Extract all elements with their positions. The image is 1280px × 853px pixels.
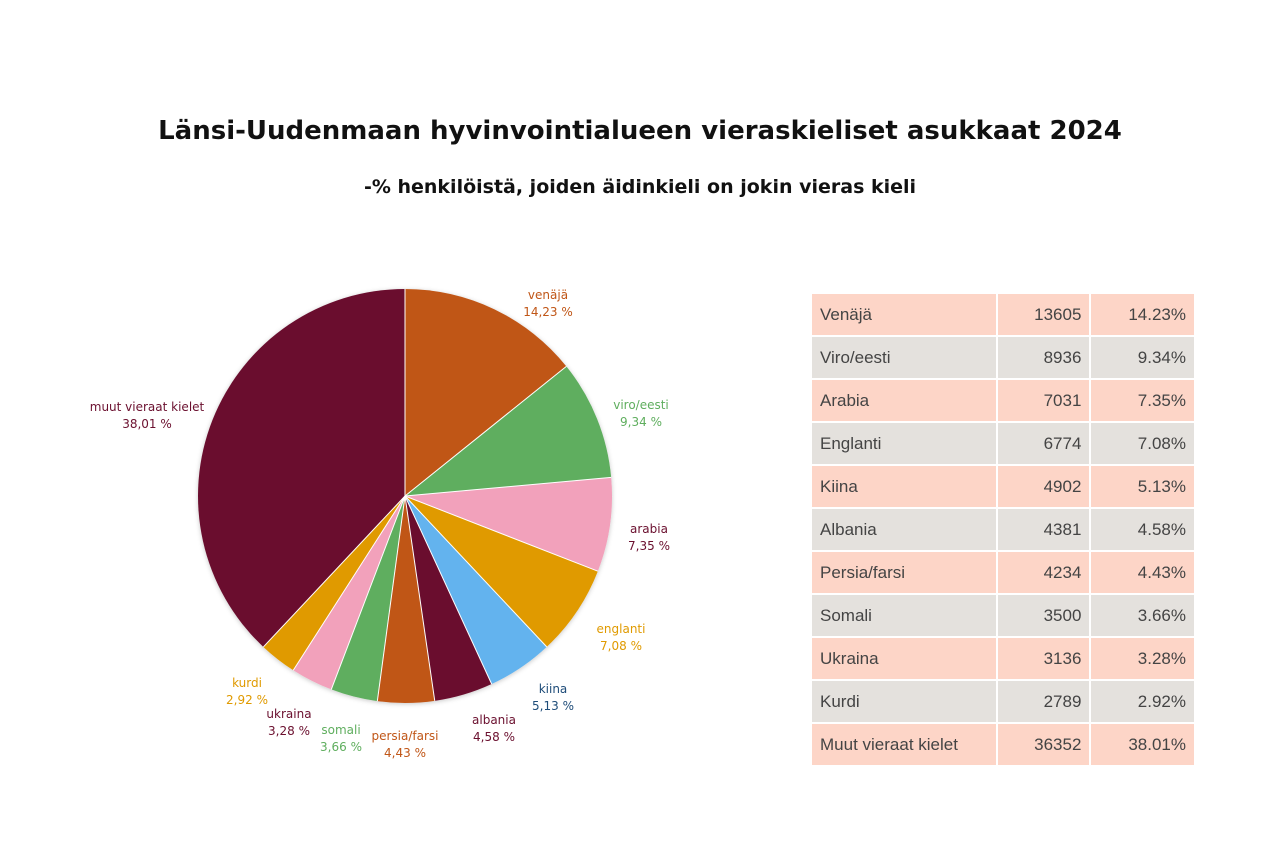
pie-slice-10 (198, 289, 405, 647)
slice-separator (404, 495, 599, 572)
language-cell: Kiina (812, 466, 998, 509)
slice-label: albania (472, 713, 516, 727)
slice-separator (404, 495, 548, 648)
percent-cell: 2.92% (1091, 681, 1194, 724)
pie-chart: venäjä 14,23 % viro/eesti 9,34 % arabia 7,35 … (90, 288, 670, 760)
slice-separator (404, 495, 493, 685)
language-cell: Persia/farsi (812, 552, 998, 595)
slice-value-label: 2,92 % (226, 693, 268, 707)
chart-title: Länsi-Uudenmaan hyvinvointialueen vieras… (158, 116, 1122, 146)
table-row: Kiina 4902 5.13% (812, 466, 1194, 509)
percent-cell: 5.13% (1091, 466, 1194, 509)
language-table: Venäjä 13605 14.23% Viro/eesti 8936 9.34% Arab… (812, 294, 1194, 767)
pie-slice-9 (263, 496, 405, 671)
count-cell: 3500 (997, 595, 1092, 638)
pie-slice-7 (331, 496, 405, 702)
language-cell: Englanti (812, 423, 998, 466)
language-cell: Viro/eesti (812, 337, 998, 380)
pie-slice-8 (293, 496, 405, 690)
count-cell: 2789 (997, 681, 1092, 724)
language-cell: Venäjä (812, 294, 998, 337)
language-cell: Muut vieraat kielet (812, 724, 998, 767)
slice-separator (262, 495, 406, 648)
table-row: Ukraina 3136 3.28% (812, 638, 1194, 681)
table-row: Muut vieraat kielet 36352 38.01% (812, 724, 1194, 767)
slice-label: arabia (630, 522, 668, 536)
slice-value-label: 7,08 % (600, 639, 642, 653)
slice-label: englanti (597, 622, 646, 636)
slice-separator (292, 495, 406, 671)
table-row: Arabia 7031 7.35% (812, 380, 1194, 423)
slice-value-label: 7,35 % (628, 539, 670, 553)
percent-cell: 9.34% (1091, 337, 1194, 380)
percent-cell: 4.43% (1091, 552, 1194, 595)
slice-label: kiina (539, 682, 568, 696)
count-cell: 3136 (997, 638, 1092, 681)
percent-cell: 38.01% (1091, 724, 1194, 767)
language-cell: Albania (812, 509, 998, 552)
percent-cell: 3.28% (1091, 638, 1194, 681)
slice-label: ukraina (266, 707, 311, 721)
slice-separator (330, 495, 406, 690)
table-row: Viro/eesti 8936 9.34% (812, 337, 1194, 380)
table-row: Albania 4381 4.58% (812, 509, 1194, 552)
language-cell: Somali (812, 595, 998, 638)
slice-separator (404, 495, 436, 701)
slice-value-label: 14,23 % (523, 305, 573, 319)
pie-slice-4 (405, 496, 547, 684)
slice-value-label: 38,01 % (122, 417, 172, 431)
slice-value-label: 3,66 % (320, 740, 362, 754)
pie-slice-6 (377, 496, 435, 703)
slice-separator (376, 495, 406, 702)
language-cell: Kurdi (812, 681, 998, 724)
slice-value-label: 4,58 % (473, 730, 515, 744)
slice-label: persia/farsi (371, 729, 438, 743)
count-cell: 6774 (997, 423, 1092, 466)
count-cell: 7031 (997, 380, 1092, 423)
pie-slices (198, 289, 612, 703)
percent-cell: 7.35% (1091, 380, 1194, 423)
slice-label: venäjä (528, 288, 568, 302)
count-cell: 4234 (997, 552, 1092, 595)
table-row: Persia/farsi 4234 4.43% (812, 552, 1194, 595)
table-row: Venäjä 13605 14.23% (812, 294, 1194, 337)
slice-value-label: 3,28 % (268, 724, 310, 738)
table-row: Somali 3500 3.66% (812, 595, 1194, 638)
slice-separator (404, 476, 612, 497)
table-row: Kurdi 2789 2.92% (812, 681, 1194, 724)
percent-cell: 14.23% (1091, 294, 1194, 337)
slice-value-label: 5,13 % (532, 699, 574, 713)
slice-label: somali (321, 723, 360, 737)
slice-value-label: 4,43 % (384, 746, 426, 760)
pie-slice-0 (405, 289, 567, 496)
chart-subtitle: -% henkilöistä, joiden äidinkieli on jok… (363, 176, 917, 198)
count-cell: 13605 (997, 294, 1092, 337)
pie-slice-5 (405, 496, 492, 701)
slice-label: kurdi (232, 676, 262, 690)
count-cell: 8936 (997, 337, 1092, 380)
percent-cell: 7.08% (1091, 423, 1194, 466)
pie-slice-1 (405, 366, 612, 496)
slice-label: viro/eesti (613, 398, 669, 412)
pie-slice-2 (405, 477, 612, 572)
language-cell: Arabia (812, 380, 998, 423)
language-cell: Ukraina (812, 638, 998, 681)
slice-separator (404, 365, 567, 497)
slice-value-label: 9,34 % (620, 415, 662, 429)
count-cell: 4902 (997, 466, 1092, 509)
percent-cell: 4.58% (1091, 509, 1194, 552)
pie-slice-3 (405, 496, 598, 647)
count-cell: 36352 (997, 724, 1092, 767)
pie-labels: venäjä 14,23 % viro/eesti 9,34 % arabia 7,35 … (90, 288, 670, 760)
slice-label: muut vieraat kielet (90, 400, 205, 414)
count-cell: 4381 (997, 509, 1092, 552)
percent-cell: 3.66% (1091, 595, 1194, 638)
table-row: Englanti 6774 7.08% (812, 423, 1194, 466)
